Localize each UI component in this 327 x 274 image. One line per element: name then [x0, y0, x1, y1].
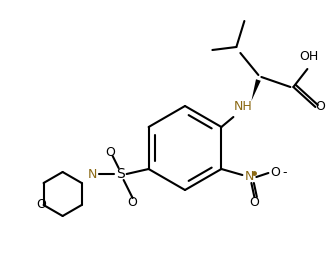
Text: NH: NH	[234, 101, 253, 113]
Polygon shape	[251, 79, 261, 101]
Text: O: O	[106, 145, 115, 158]
Text: O: O	[128, 196, 138, 209]
Text: S: S	[116, 167, 125, 181]
Text: -: -	[282, 167, 287, 179]
Text: O: O	[316, 101, 325, 113]
Text: N: N	[245, 170, 254, 184]
Text: O: O	[250, 196, 259, 209]
Text: O: O	[270, 165, 280, 178]
Text: OH: OH	[300, 50, 319, 64]
Text: N: N	[88, 167, 97, 181]
Text: O: O	[37, 198, 46, 212]
